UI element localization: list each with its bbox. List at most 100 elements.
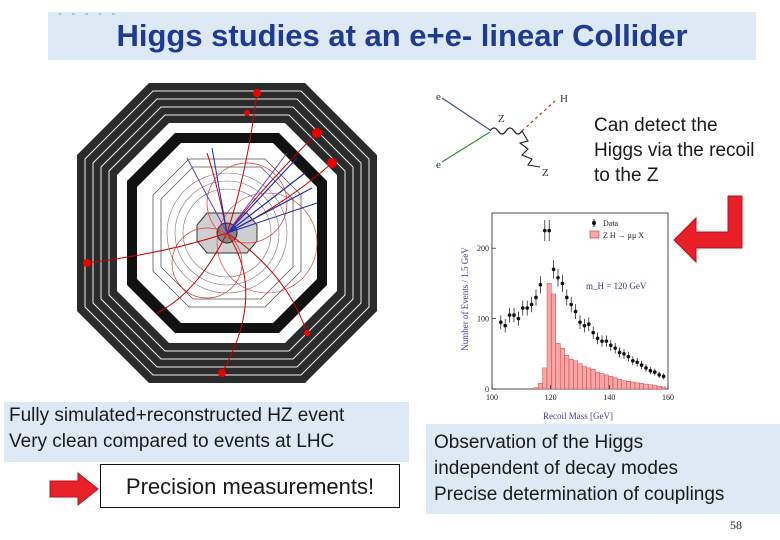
- data-point: [529, 302, 534, 307]
- signal-bar: [621, 380, 627, 390]
- signal-bar: [643, 383, 649, 390]
- data-point: [639, 363, 644, 367]
- simulation-caption-band: [4, 402, 409, 462]
- data-point: [644, 366, 648, 370]
- page-number: 58: [730, 518, 742, 532]
- data-point: [516, 316, 521, 321]
- observation-line-2: independent of decay modes: [434, 458, 679, 479]
- data-point: [653, 370, 657, 374]
- electron-line-top: [441, 97, 491, 131]
- simulation-caption-line-1: Fully simulated+reconstructed HZ event: [9, 405, 345, 426]
- z-decay-label: Z: [542, 167, 549, 179]
- bent-arrow-icon: [673, 195, 743, 264]
- e-label-bottom: e: [436, 159, 441, 171]
- x-tick-label: 100: [486, 393, 498, 402]
- data-point: [499, 320, 503, 324]
- signal-bar: [555, 343, 561, 390]
- data-point: [626, 354, 631, 359]
- recoil-caption-line-3: to the Z: [594, 165, 659, 186]
- title-band: [48, 12, 756, 60]
- signal-bar: [661, 386, 666, 390]
- signal-bar: [586, 367, 592, 390]
- signal-bar: [542, 367, 548, 390]
- data-point: [582, 323, 587, 328]
- x-tick-label: 140: [603, 393, 615, 402]
- data-point: [569, 302, 573, 307]
- legend-signal: Z H → μμ X: [603, 231, 644, 240]
- signal-bar: [581, 366, 587, 390]
- higgs-line: [521, 99, 557, 132]
- data-point: [600, 339, 604, 343]
- signal-bar: [634, 382, 640, 390]
- precision-box: [100, 464, 400, 508]
- right-arrow-icon: [49, 472, 99, 506]
- detector-event-display: [62, 82, 392, 384]
- data-point: [565, 295, 569, 300]
- data-point: [613, 346, 617, 350]
- signal-bar: [652, 385, 658, 390]
- observation-caption: Observation of the Higgs independent of …: [434, 430, 724, 508]
- slide-title: Higgs studies at an e+e- linear Collider: [116, 18, 688, 53]
- signal-bar: [647, 384, 653, 390]
- data-point: [573, 309, 578, 314]
- x-tick-label: 120: [545, 393, 557, 402]
- data-point: [556, 275, 560, 280]
- y-tick-label: 200: [477, 244, 489, 253]
- h-label: H: [560, 93, 568, 105]
- data-point: [551, 267, 556, 272]
- signal-bar: [612, 377, 618, 390]
- data-point: [591, 330, 595, 335]
- observation-caption-band: [426, 424, 780, 514]
- observation-line-1: Observation of the Higgs: [434, 432, 644, 453]
- data-point: [648, 368, 653, 373]
- signal-bar: [546, 283, 552, 390]
- data-point: [543, 228, 547, 233]
- simulation-caption-line-2: Very clean compared to events at LHC: [9, 431, 335, 452]
- z-decay-line: [518, 130, 541, 168]
- signal-bar: [630, 381, 636, 390]
- data-point: [604, 339, 609, 343]
- y-axis-label: Number of Events / 1.5 GeV: [460, 247, 470, 351]
- title-dashes: - - - - -: [58, 6, 119, 20]
- signal-bar: [533, 387, 539, 390]
- data-point: [525, 306, 529, 310]
- data-point: [609, 343, 613, 348]
- signal-bar: [577, 363, 583, 390]
- signal-bar: [625, 381, 631, 390]
- signal-bar: [564, 355, 570, 390]
- recoil-caption-line-2: Higgs via the recoil: [594, 140, 755, 161]
- legend: Data Z H → μμ X: [589, 219, 644, 240]
- signal-bar: [656, 385, 662, 390]
- data-points: [499, 220, 666, 380]
- signal-bar: [537, 383, 543, 390]
- signal-bar: [573, 360, 579, 390]
- observation-line-3: Precise determination of couplings: [434, 484, 725, 505]
- e-label-top: e: [436, 91, 441, 103]
- data-point: [538, 283, 543, 287]
- data-point: [521, 306, 525, 310]
- data-point: [560, 281, 565, 286]
- data-point: [595, 336, 600, 341]
- data-point: [657, 373, 661, 377]
- recoil-caption-line-1: Can detect the: [594, 115, 718, 136]
- signal-bar: [603, 374, 609, 390]
- x-axis-label: Recoil Mass [GeV]: [543, 411, 613, 421]
- data-point: [503, 323, 507, 328]
- y-tick-label: 100: [477, 315, 489, 324]
- signal-histogram: [533, 283, 666, 390]
- signal-bar: [617, 378, 622, 390]
- data-point: [512, 313, 516, 317]
- data-point: [617, 350, 622, 355]
- recoil-caption: Can detect the Higgs via the recoil to t…: [594, 113, 780, 188]
- signal-bar: [559, 347, 565, 390]
- data-point: [578, 320, 582, 324]
- data-point: [631, 359, 635, 363]
- electron-line-bottom: [441, 131, 491, 163]
- data-point: [622, 352, 626, 356]
- precision-label: Precision measurements!: [125, 474, 375, 499]
- legend-data: Data: [603, 219, 619, 228]
- data-point: [547, 228, 551, 233]
- y-tick-label: 0: [485, 385, 489, 394]
